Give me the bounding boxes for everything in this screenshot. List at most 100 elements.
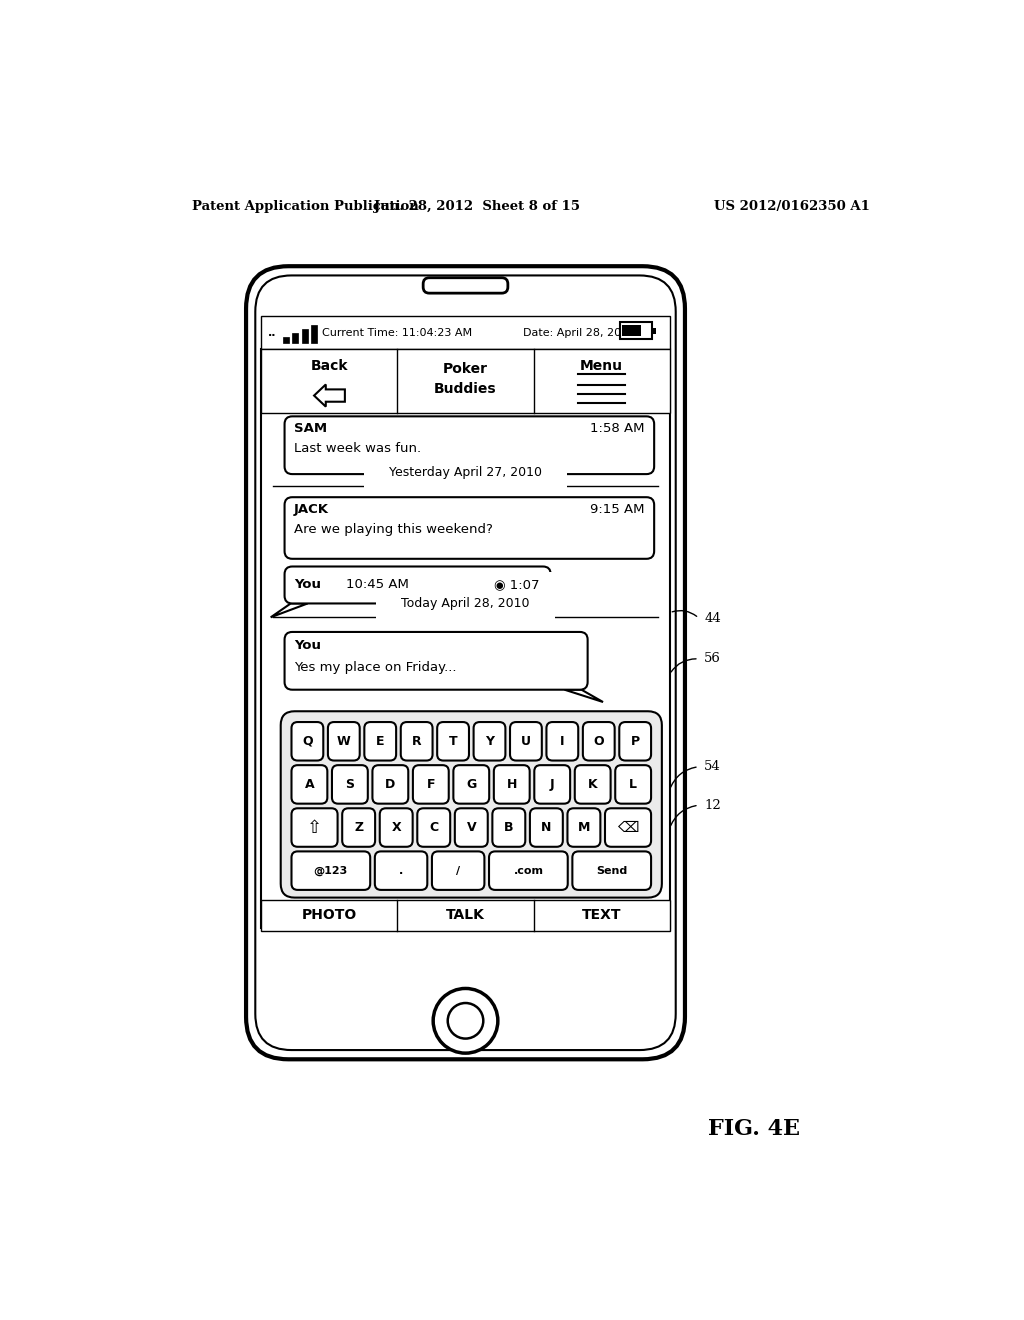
Text: 1:58 AM: 1:58 AM: [591, 422, 645, 436]
FancyBboxPatch shape: [454, 766, 489, 804]
Text: T: T: [449, 735, 458, 748]
Text: P: P: [631, 735, 640, 748]
Text: Today April 28, 2010: Today April 28, 2010: [401, 598, 529, 610]
FancyBboxPatch shape: [373, 766, 409, 804]
Text: J: J: [550, 777, 555, 791]
FancyBboxPatch shape: [328, 722, 359, 760]
Text: Current Time: 11:04:23 AM: Current Time: 11:04:23 AM: [322, 327, 472, 338]
Text: Date: April 28, 2010: Date: April 28, 2010: [523, 327, 635, 338]
Polygon shape: [564, 689, 603, 702]
Text: X: X: [391, 821, 401, 834]
FancyBboxPatch shape: [332, 766, 368, 804]
Text: E: E: [376, 735, 384, 748]
Text: ⇧: ⇧: [307, 818, 323, 837]
Text: ◉ 1:07: ◉ 1:07: [494, 578, 539, 591]
Text: 9:15 AM: 9:15 AM: [591, 503, 645, 516]
Text: S: S: [345, 777, 354, 791]
FancyBboxPatch shape: [285, 498, 654, 558]
Text: TEXT: TEXT: [582, 908, 622, 923]
Bar: [261, 900, 670, 931]
FancyBboxPatch shape: [285, 416, 654, 474]
Text: 44: 44: [705, 611, 721, 624]
Text: Yes my place on Friday...: Yes my place on Friday...: [294, 661, 457, 675]
Text: Buddies: Buddies: [434, 383, 497, 396]
FancyBboxPatch shape: [455, 808, 487, 847]
FancyBboxPatch shape: [365, 722, 396, 760]
Text: I: I: [560, 735, 564, 748]
FancyBboxPatch shape: [615, 766, 651, 804]
FancyBboxPatch shape: [342, 808, 375, 847]
Bar: [620, 322, 652, 339]
FancyBboxPatch shape: [605, 808, 651, 847]
Text: F: F: [427, 777, 435, 791]
Text: B: B: [504, 821, 514, 834]
Text: M: M: [578, 821, 590, 834]
Bar: [652, 327, 656, 334]
Text: C: C: [429, 821, 438, 834]
FancyBboxPatch shape: [489, 851, 567, 890]
Text: You: You: [294, 578, 321, 591]
Text: U: U: [521, 735, 530, 748]
FancyBboxPatch shape: [583, 722, 614, 760]
FancyBboxPatch shape: [510, 722, 542, 760]
FancyBboxPatch shape: [380, 808, 413, 847]
Text: Yesterday April 27, 2010: Yesterday April 27, 2010: [389, 466, 542, 479]
FancyBboxPatch shape: [567, 808, 600, 847]
FancyBboxPatch shape: [620, 722, 651, 760]
Circle shape: [433, 989, 498, 1053]
Text: FIG. 4E: FIG. 4E: [709, 1118, 801, 1139]
FancyBboxPatch shape: [246, 267, 685, 1059]
FancyBboxPatch shape: [292, 722, 324, 760]
Text: Patent Application Publication: Patent Application Publication: [193, 199, 419, 213]
Bar: [283, 337, 289, 343]
Text: You: You: [294, 639, 321, 652]
FancyBboxPatch shape: [529, 808, 563, 847]
FancyBboxPatch shape: [292, 808, 338, 847]
Text: Y: Y: [485, 735, 494, 748]
Text: N: N: [541, 821, 552, 834]
Text: /: /: [456, 866, 460, 875]
Text: ..: ..: [267, 327, 276, 338]
Text: K: K: [588, 777, 597, 791]
Text: Back: Back: [310, 359, 348, 374]
Text: L: L: [629, 777, 637, 791]
Bar: [261, 350, 670, 413]
Text: Are we playing this weekend?: Are we playing this weekend?: [294, 523, 493, 536]
Text: 12: 12: [705, 799, 721, 812]
Bar: [261, 350, 670, 928]
Text: Menu: Menu: [580, 359, 623, 374]
FancyBboxPatch shape: [574, 766, 610, 804]
Text: 54: 54: [705, 760, 721, 774]
Circle shape: [447, 1003, 483, 1039]
FancyBboxPatch shape: [572, 851, 651, 890]
Text: V: V: [467, 821, 476, 834]
Bar: [622, 326, 641, 337]
Text: Jun. 28, 2012  Sheet 8 of 15: Jun. 28, 2012 Sheet 8 of 15: [374, 199, 580, 213]
Text: @123: @123: [313, 866, 348, 875]
Text: Z: Z: [354, 821, 364, 834]
FancyBboxPatch shape: [285, 566, 551, 603]
Text: ⌫: ⌫: [617, 820, 639, 836]
FancyBboxPatch shape: [418, 808, 451, 847]
FancyBboxPatch shape: [423, 277, 508, 293]
FancyBboxPatch shape: [375, 851, 427, 890]
Text: JACK: JACK: [294, 503, 329, 516]
Text: D: D: [385, 777, 395, 791]
Text: Poker: Poker: [443, 363, 488, 376]
Text: .com: .com: [513, 866, 544, 875]
Bar: [261, 317, 670, 350]
Text: 10:45 AM: 10:45 AM: [346, 578, 409, 591]
Polygon shape: [270, 603, 307, 618]
FancyBboxPatch shape: [400, 722, 432, 760]
FancyBboxPatch shape: [432, 851, 484, 890]
FancyBboxPatch shape: [285, 632, 588, 689]
FancyBboxPatch shape: [494, 766, 529, 804]
Text: O: O: [594, 735, 604, 748]
Text: A: A: [304, 777, 314, 791]
FancyBboxPatch shape: [255, 276, 676, 1051]
Text: 56: 56: [705, 652, 721, 665]
FancyArrow shape: [314, 384, 345, 407]
FancyBboxPatch shape: [413, 766, 449, 804]
Text: US 2012/0162350 A1: US 2012/0162350 A1: [714, 199, 869, 213]
Bar: [292, 333, 298, 343]
